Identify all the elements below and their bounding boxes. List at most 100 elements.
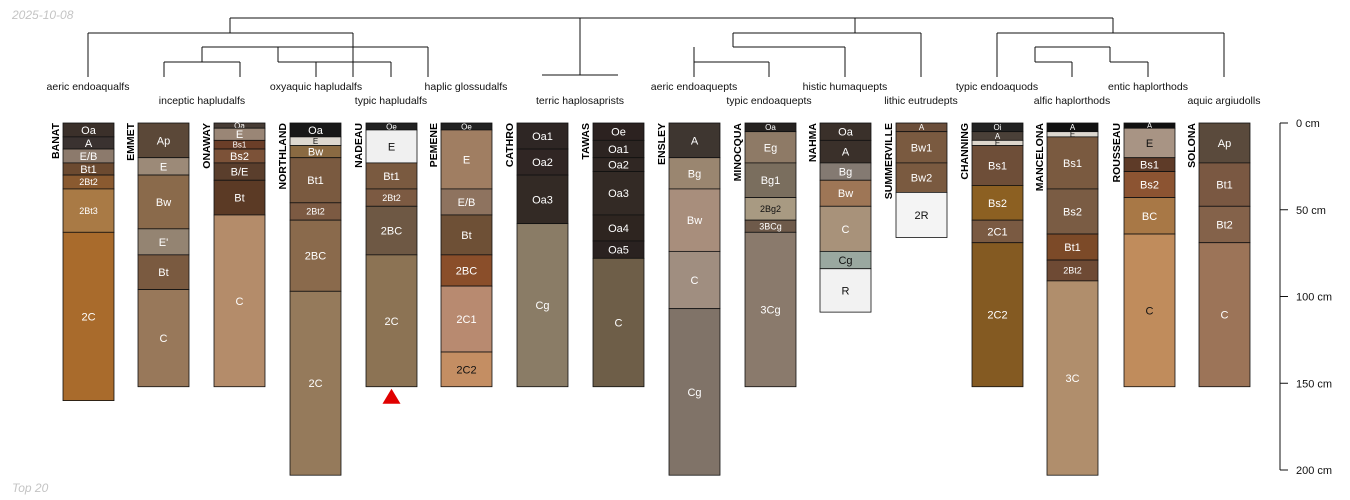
horizon-pemene-eb [440,188,493,216]
horizon-label: 2BC [456,265,477,277]
horizon-label: Bg1 [761,175,781,187]
horizon-channing-bs2 [971,185,1024,221]
subgroup-label: haplic glossudalfs [425,81,508,93]
subgroup-labels: aeric endoaqualfs inceptic hapludalfs oxya… [47,81,1261,107]
horizon-label: Bs1 [1063,158,1082,170]
horizon-label: E [463,154,470,166]
profile-name-mancelona: MANCELONA [1034,123,1046,192]
horizon-cathro-oa1 [516,122,569,150]
horizon-summerville-bw1 [895,131,948,164]
horizon-label: Oa [81,125,97,137]
horizon-label: 3BCg [759,221,782,231]
horizon-label: C [842,224,850,236]
profile-name-ensley: ENSLEY [656,123,668,165]
horizon-nadeau-2c [365,254,418,388]
horizon-solona-c [1198,242,1251,388]
horizon-label: E [160,161,167,173]
horizon-solona-bt1 [1198,162,1251,207]
subgroup-label: oxyaquic hapludalfs [270,81,362,93]
horizon-emmet-bt [137,254,190,290]
horizon-pemene-2bc [440,254,493,287]
horizon-label: Oe [386,122,397,131]
horizon-cathro-cg [516,223,569,388]
profile-name-pemene: PEMENE [428,123,440,167]
profile-tawas: Oe Oa1 Oa2 Oa3 Oa4 Oa5 C TAWAS [580,122,645,388]
horizon-ensley-cg [668,308,721,476]
profile-minocqua: Oa Eg Bg1 2Bg2 3BCg 3Cg MINOCQUA [732,123,797,388]
horizon-label: Eg [764,142,777,154]
horizon-mancelona-bs2 [1046,188,1099,235]
horizon-mancelona-3c [1046,280,1099,476]
horizon-label: Bw [687,215,702,227]
horizon-label: E [1070,130,1075,139]
profile-name-emmet: EMMET [125,122,137,161]
horizon-nahma-c [819,205,872,252]
horizon-minocqua-eg [744,131,797,164]
horizon-channing-2c2 [971,242,1024,388]
horizon-summerville-2r [895,191,948,238]
profile-name-rousseau: ROUSSEAU [1111,123,1123,183]
horizon-label: Bt [461,230,471,242]
horizon-label: Ap [157,135,170,147]
horizon-label: Bs2 [1063,206,1082,218]
profile-solona: Ap Bt1 Bt2 C SOLONA [1186,123,1251,388]
profile-rousseau: AE Bs1 Bs2 BC C ROUSSEAU [1111,121,1176,388]
horizon-mancelona-bt1 [1046,233,1099,261]
horizon-label: E/B [458,197,476,209]
horizon-label: Oa [234,121,245,130]
horizon-pemene-2c1 [440,285,493,353]
horizon-label: 2C1 [987,226,1007,238]
date-stamp: 2025-10-08 [12,8,74,22]
subgroup-label: alfic haplorthods [1034,95,1110,107]
footer-note: Top 20 [12,481,49,495]
horizon-label: Bt1 [307,175,324,187]
horizon-label: Oa5 [608,245,629,257]
horizon-label: Oa3 [608,188,629,200]
horizon-label: Oa [308,125,324,137]
subgroup-label: typic hapludalfs [355,95,427,107]
horizon-label: 2Bt2 [79,177,98,187]
profile-name-cathro: CATHRO [504,123,516,167]
horizon-label: Oa3 [532,194,553,206]
horizon-label: 2C [308,378,322,390]
subgroup-label: typic endoaquepts [726,95,811,107]
horizon-label: 2C [384,316,398,328]
horizon-label: 2Bt2 [382,193,401,203]
horizon-label: C [615,317,623,329]
horizon-label: 2BC [305,251,326,263]
horizon-label: 2Bg2 [760,204,781,214]
horizon-label: Bs2 [988,198,1007,210]
horizon-label: Cg [535,300,549,312]
subgroup-label: aeric endoaquepts [651,81,737,93]
subgroup-label: aeric endoaqualfs [47,81,130,93]
profile-name-nahma: NAHMA [807,123,819,162]
horizon-solona-bt2 [1198,205,1251,244]
depth-tick-label: 150 cm [1296,378,1332,390]
profile-cathro: Oa1 Oa2 Oa3 Cg CATHRO [504,122,569,388]
subgroup-label: terric haplosaprists [536,95,624,107]
horizon-label: 2C1 [456,314,476,326]
horizon-label: Oa1 [608,144,629,156]
horizon-onaway-c [213,214,266,388]
horizon-rousseau-bs2 [1123,171,1176,199]
depth-tick-label: 100 cm [1296,292,1332,304]
horizon-label: 2Bt3 [79,206,98,216]
horizon-label: Bt2 [1216,219,1233,231]
profile-nahma: Oa A Bg Bw C Cg R NAHMA [807,123,872,313]
horizon-label: Bw1 [911,142,932,154]
horizon-label: BC [1142,211,1157,223]
horizon-label: Bw [156,197,171,209]
horizon-emmet-c [137,289,190,388]
horizon-ensley-bg [668,157,721,190]
profile-name-northland: NORTHLAND [277,123,289,190]
horizon-label: E/B [80,151,98,163]
horizon-banat-2c [62,231,115,401]
horizon-label: Oe [461,122,472,131]
subgroup-label: inceptic hapludalfs [159,95,245,107]
horizon-label: A [85,138,93,150]
horizon-label: Bw [838,188,853,200]
horizon-label: A [842,147,850,159]
